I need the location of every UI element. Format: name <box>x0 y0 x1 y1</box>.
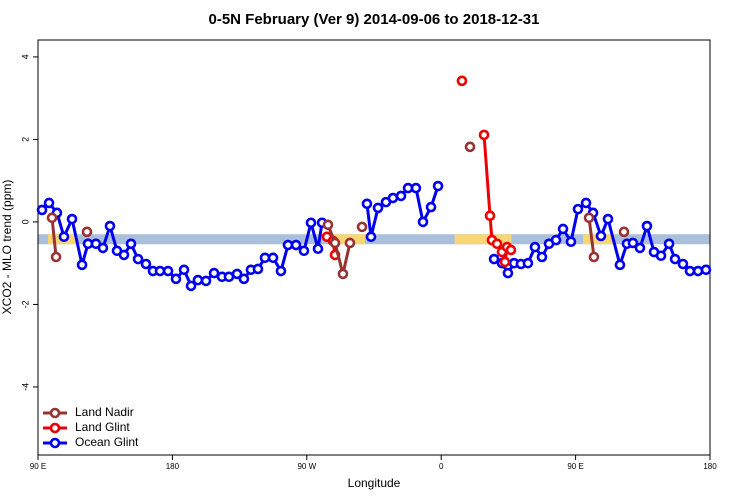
data-point <box>588 251 600 263</box>
data-point <box>669 253 681 265</box>
data-point <box>550 234 562 246</box>
legend-label: Land Nadir <box>75 405 134 419</box>
data-point <box>329 237 341 249</box>
data-point <box>614 259 626 271</box>
legend-label: Land Glint <box>75 420 130 434</box>
data-point <box>231 268 243 280</box>
data-point <box>356 221 368 233</box>
data-point <box>557 223 569 235</box>
data-point <box>700 264 712 276</box>
data-point <box>344 237 356 249</box>
data-point <box>595 230 607 242</box>
data-point <box>322 219 334 231</box>
data-point <box>275 265 287 277</box>
data-point <box>252 263 264 275</box>
data-point <box>417 216 429 228</box>
data-point <box>290 239 302 251</box>
data-point <box>372 202 384 214</box>
data-point <box>572 203 584 215</box>
data-point <box>565 236 577 248</box>
data-point <box>677 258 689 270</box>
data-point <box>536 251 548 263</box>
x-tick-label: 0 <box>439 462 444 471</box>
x-tick-label: 90 E <box>30 462 46 471</box>
y-tick-label: 4 <box>20 54 30 59</box>
data-point <box>655 250 667 262</box>
data-point <box>484 210 496 222</box>
data-point <box>580 197 592 209</box>
data-point <box>499 256 511 268</box>
y-axis-label: XCO2 - MLO trend (ppm) <box>0 180 14 315</box>
data-point <box>464 141 476 153</box>
data-point <box>361 198 373 210</box>
data-point <box>46 212 58 224</box>
y-tick-label: 0 <box>20 219 30 224</box>
x-tick-label: 90 W <box>297 462 316 471</box>
data-point <box>641 220 653 232</box>
x-tick-label: 180 <box>703 462 717 471</box>
x-axis-label: Longitude <box>348 476 401 490</box>
data-point <box>36 204 48 216</box>
data-point <box>583 212 595 224</box>
data-point <box>66 213 78 225</box>
data-point <box>491 238 503 250</box>
data-point <box>488 253 500 265</box>
legend-marker <box>49 437 61 449</box>
data-point <box>132 253 144 265</box>
data-point <box>125 238 137 250</box>
data-point <box>140 258 152 270</box>
data-point <box>502 267 514 279</box>
data-point <box>118 249 130 261</box>
data-point <box>634 242 646 254</box>
data-point <box>200 275 212 287</box>
data-point <box>618 226 630 238</box>
data-point <box>178 264 190 276</box>
data-point <box>267 252 279 264</box>
data-point <box>478 129 490 141</box>
data-point <box>305 217 317 229</box>
data-point <box>104 220 116 232</box>
x-tick-label: 90 E <box>567 462 583 471</box>
data-point <box>602 213 614 225</box>
data-point <box>432 180 444 192</box>
data-point <box>365 231 377 243</box>
y-tick-label: -4 <box>20 383 30 391</box>
data-point <box>456 75 468 87</box>
data-point <box>337 268 349 280</box>
x-tick-label: 180 <box>166 462 180 471</box>
data-point <box>529 241 541 253</box>
data-point <box>410 182 422 194</box>
plot-frame <box>37 39 711 456</box>
data-point <box>76 259 88 271</box>
chart-title: 0-5N February (Ver 9) 2014-09-06 to 2018… <box>208 11 539 28</box>
data-point <box>298 245 310 257</box>
data-point <box>97 242 109 254</box>
legend-marker <box>49 407 61 419</box>
data-point <box>58 231 70 243</box>
data-point <box>192 274 204 286</box>
legend-label: Ocean Glint <box>75 435 139 449</box>
data-point <box>208 267 220 279</box>
data-point <box>170 273 182 285</box>
data-point <box>522 257 534 269</box>
data-point <box>663 238 675 250</box>
data-point <box>185 280 197 292</box>
data-point <box>162 265 174 277</box>
y-tick-label: 2 <box>20 137 30 142</box>
y-tick-label: -2 <box>20 300 30 308</box>
data-point <box>312 243 324 255</box>
data-point <box>505 244 517 256</box>
data-point <box>425 201 437 213</box>
data-point <box>43 197 55 209</box>
data-point <box>238 273 250 285</box>
data-point <box>387 192 399 204</box>
data-point <box>50 251 62 263</box>
data-point <box>395 190 407 202</box>
band-highlight <box>454 234 512 245</box>
legend-marker <box>49 422 61 434</box>
data-point <box>81 226 93 238</box>
data-point <box>627 237 639 249</box>
